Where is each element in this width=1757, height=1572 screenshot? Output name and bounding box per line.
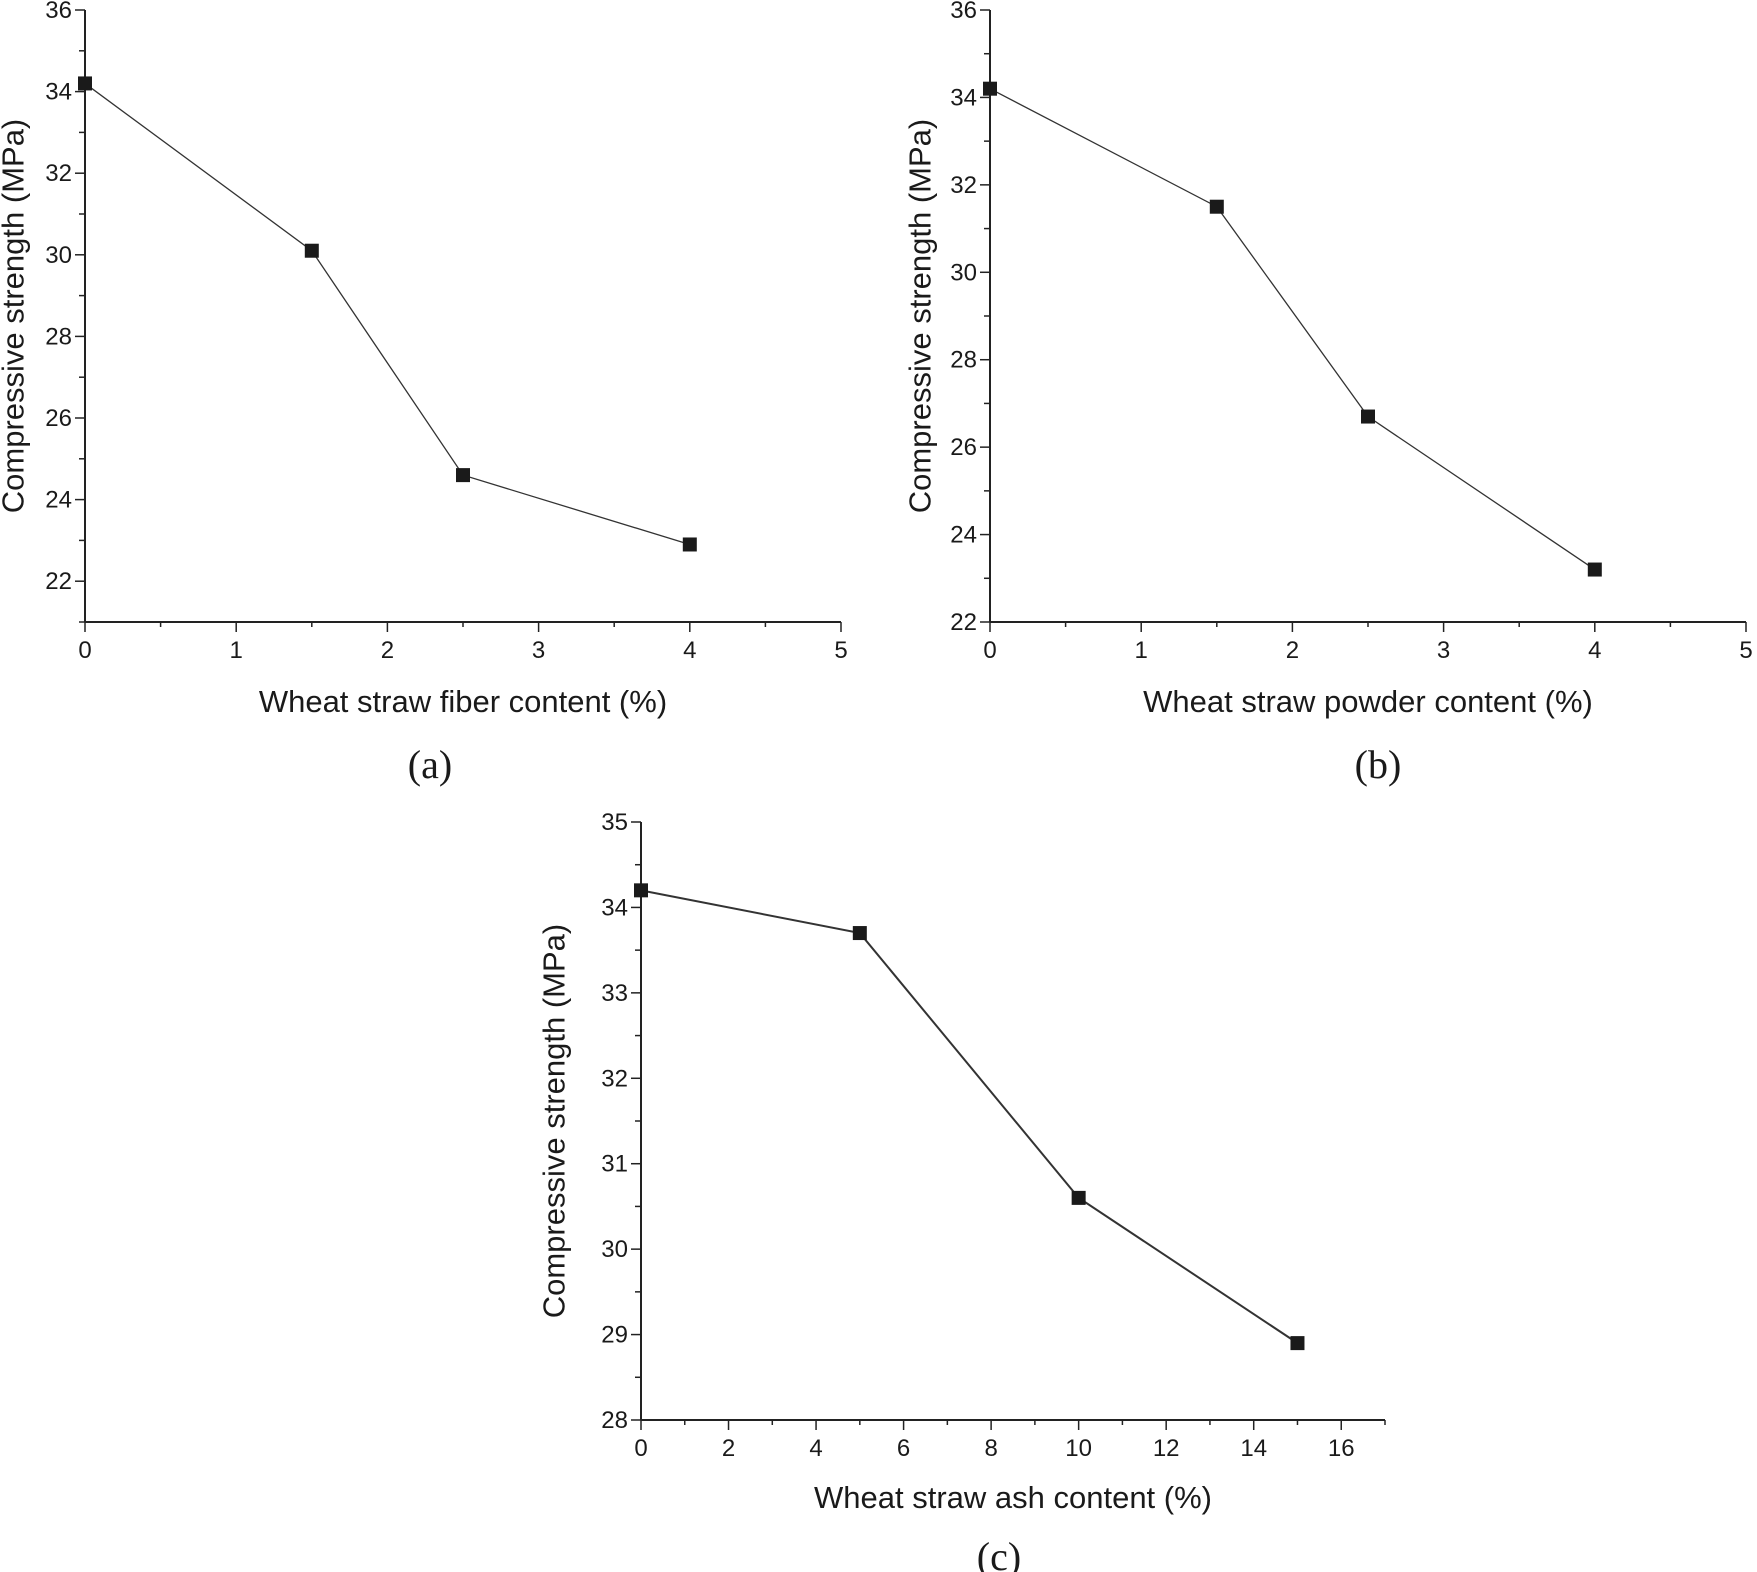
y-tick-label: 28 — [950, 347, 977, 374]
y-tick-label: 31 — [601, 1151, 628, 1178]
y-tick-label: 26 — [45, 405, 72, 432]
data-point-marker — [1587, 562, 1602, 577]
data-point-marker — [1361, 409, 1375, 424]
x-tick-label: 5 — [1739, 637, 1752, 664]
x-axis-label: Wheat straw fiber content (%) — [259, 684, 667, 719]
y-axis-label: Compressive strength (MPa) — [903, 119, 938, 514]
data-point-marker — [983, 81, 997, 96]
x-tick-label: 0 — [78, 637, 91, 664]
chart-panel-c: 0 2 4 6 8 10 12 14 16 28 29 30 31 32 33 34 35 Wheat straw… — [537, 809, 1386, 1572]
y-tick-label: 26 — [950, 434, 977, 461]
y-axis-label: Compressive strength (MPa) — [0, 119, 31, 514]
x-tick-label: 2 — [722, 1435, 735, 1462]
data-point-marker — [1290, 1336, 1305, 1351]
x-tick-label: 12 — [1153, 1435, 1180, 1462]
y-tick-label: 30 — [950, 259, 977, 286]
x-tick-label: 1 — [230, 637, 243, 664]
x-axis-label: Wheat straw ash content (%) — [814, 1480, 1212, 1515]
panel-caption: (b) — [1355, 742, 1402, 787]
x-tick-label: 6 — [897, 1435, 910, 1462]
y-tick-label: 24 — [45, 487, 72, 514]
x-tick-label: 10 — [1065, 1435, 1092, 1462]
data-point-marker — [852, 926, 867, 941]
y-tick-label: 30 — [45, 242, 72, 269]
data-point-marker — [456, 468, 470, 483]
y-tick-label: 24 — [950, 522, 977, 549]
y-tick-label: 22 — [950, 609, 977, 636]
x-tick-label: 4 — [1588, 637, 1601, 664]
x-tick-label: 2 — [381, 637, 394, 664]
x-tick-label: 8 — [984, 1435, 997, 1462]
y-tick-label: 32 — [45, 160, 72, 187]
y-tick-label: 36 — [45, 0, 72, 24]
y-tick-label: 28 — [601, 1407, 628, 1434]
x-tick-label: 16 — [1328, 1435, 1355, 1462]
x-tick-label: 1 — [1135, 637, 1148, 664]
data-point-marker — [78, 76, 92, 91]
y-tick-label: 22 — [45, 568, 72, 595]
x-tick-label: 4 — [809, 1435, 822, 1462]
x-tick-label: 14 — [1240, 1435, 1267, 1462]
y-tick-label: 34 — [45, 79, 72, 106]
data-point-marker — [682, 537, 697, 552]
y-tick-label: 34 — [950, 84, 977, 111]
data-point-marker — [634, 883, 648, 898]
series-line — [84, 82, 690, 546]
panel-caption: (a) — [408, 742, 452, 787]
x-tick-label: 0 — [983, 637, 996, 664]
x-tick-label: 4 — [683, 637, 696, 664]
y-tick-label: 32 — [950, 172, 977, 199]
y-tick-label: 29 — [601, 1322, 628, 1349]
y-tick-label: 36 — [950, 0, 977, 24]
y-tick-label: 30 — [601, 1236, 628, 1263]
data-point-marker — [304, 243, 319, 258]
series-line — [989, 88, 1596, 571]
data-point-marker — [1071, 1190, 1086, 1205]
y-axis-label: Compressive strength (MPa) — [537, 924, 572, 1319]
x-axis-label: Wheat straw powder content (%) — [1143, 684, 1593, 719]
data-point-marker — [1209, 199, 1224, 214]
y-tick-label: 35 — [601, 809, 628, 836]
x-tick-label: 3 — [532, 637, 545, 664]
x-tick-label: 5 — [834, 637, 847, 664]
y-tick-label: 33 — [601, 980, 628, 1007]
x-tick-label: 2 — [1286, 637, 1299, 664]
x-tick-label: 3 — [1437, 637, 1450, 664]
panel-caption: (c) — [977, 1534, 1021, 1572]
y-tick-label: 28 — [45, 323, 72, 350]
y-tick-label: 34 — [601, 894, 628, 921]
y-tick-label: 32 — [601, 1065, 628, 1092]
series-line — [640, 889, 1299, 1344]
x-tick-label: 0 — [634, 1435, 647, 1462]
